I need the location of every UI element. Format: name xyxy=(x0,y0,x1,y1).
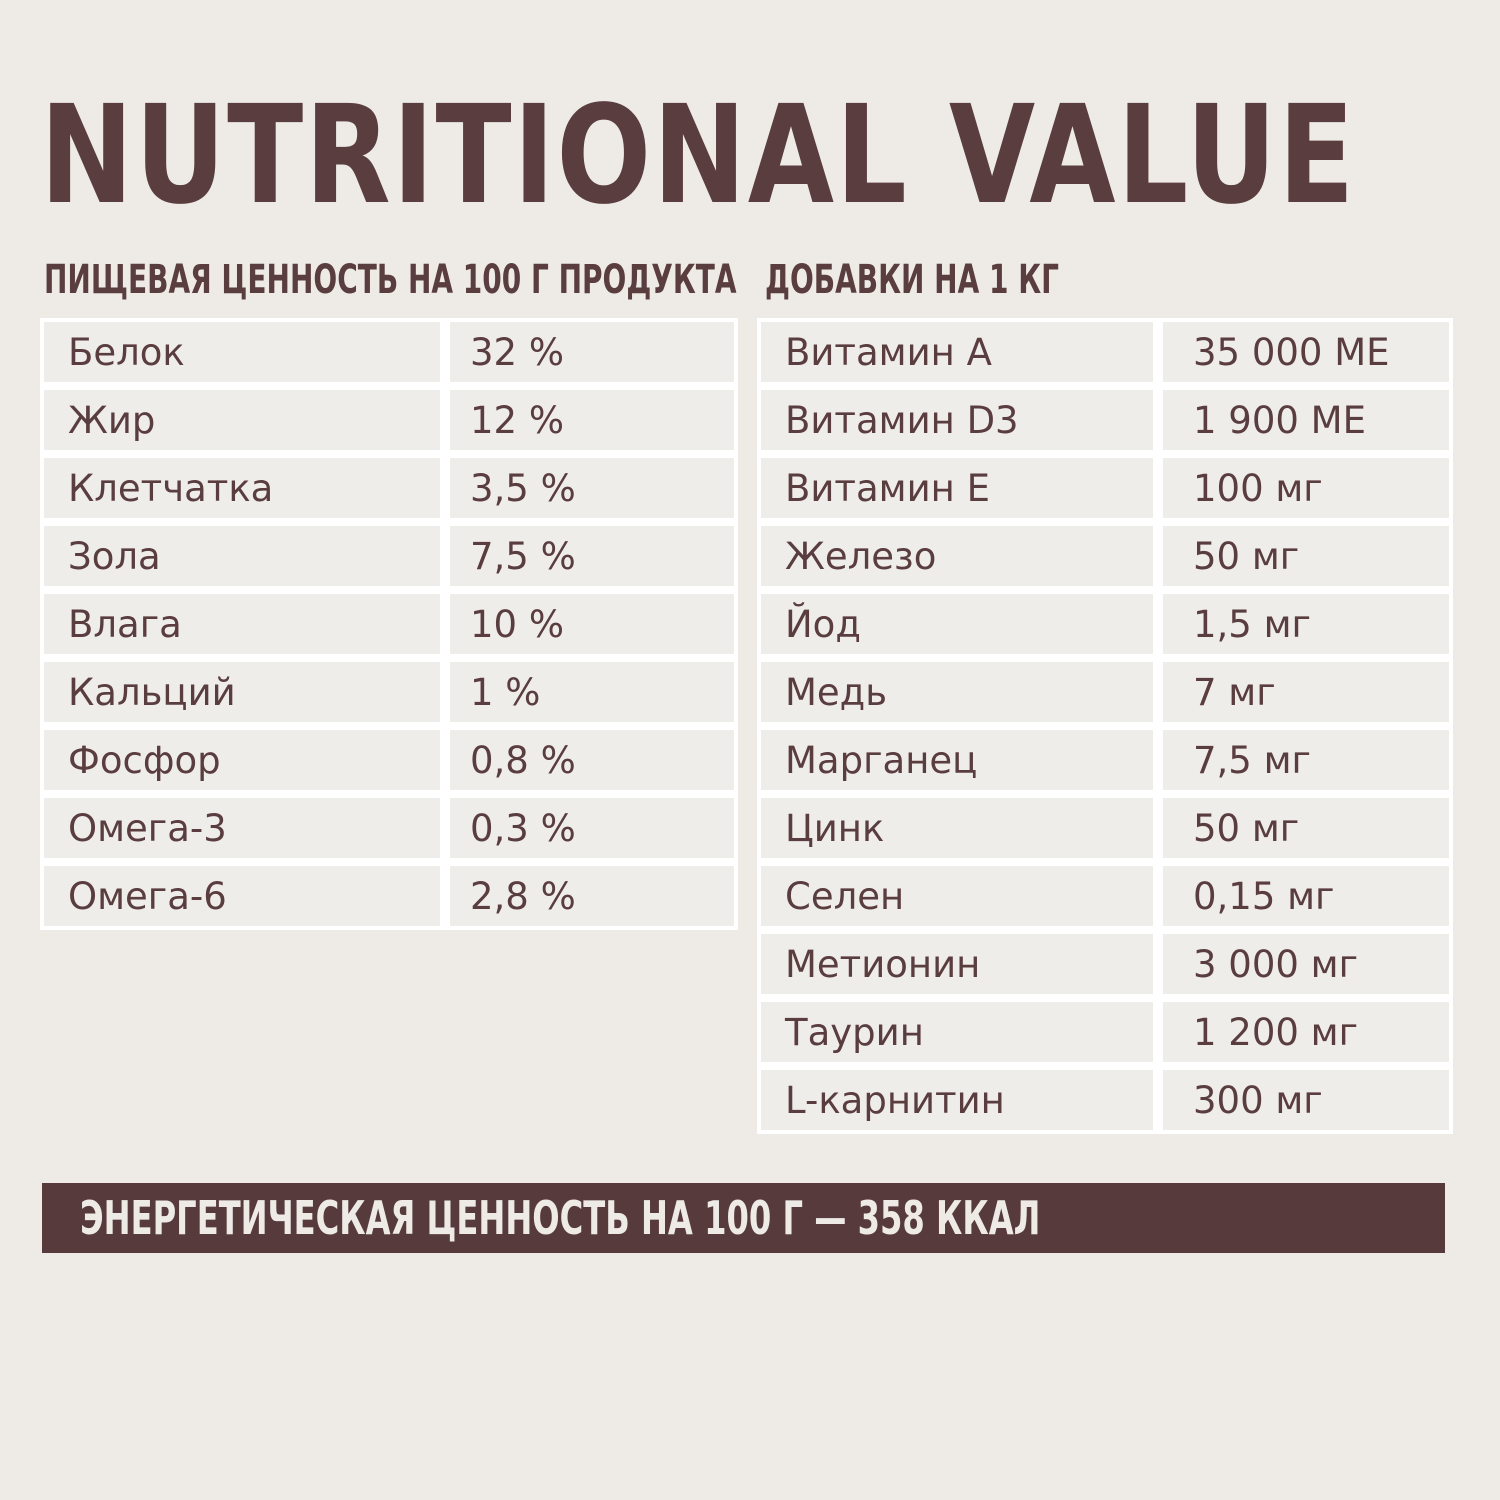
nutrient-value: 32 % xyxy=(450,322,734,382)
table-row: Влага 10 % xyxy=(44,594,734,654)
additive-value: 3 000 мг xyxy=(1163,934,1449,994)
additive-value: 35 000 МЕ xyxy=(1163,322,1449,382)
table-row: Цинк 50 мг xyxy=(761,798,1449,858)
nutrient-name: Белок xyxy=(44,322,440,382)
nutrient-name: Зола xyxy=(44,526,440,586)
additive-value: 7,5 мг xyxy=(1163,730,1449,790)
nutrient-value: 0,3 % xyxy=(450,798,734,858)
additive-value: 100 мг xyxy=(1163,458,1449,518)
nutrient-name: Омега-3 xyxy=(44,798,440,858)
additive-name: Витамин Е xyxy=(761,458,1153,518)
additive-name: Метионин xyxy=(761,934,1153,994)
additives-table: Витамин А 35 000 МЕ Витамин D3 1 900 МЕ … xyxy=(757,318,1453,1134)
additive-value: 0,15 мг xyxy=(1163,866,1449,926)
nutrient-name: Жир xyxy=(44,390,440,450)
nutrient-value: 12 % xyxy=(450,390,734,450)
nutrient-value: 1 % xyxy=(450,662,734,722)
table-row: Медь 7 мг xyxy=(761,662,1449,722)
nutrition-table: Белок 32 % Жир 12 % Клетчатка 3,5 % Зола… xyxy=(40,318,738,930)
table-row: Фосфор 0,8 % xyxy=(44,730,734,790)
nutrient-name: Кальций xyxy=(44,662,440,722)
energy-text: ЭНЕРГЕТИЧЕСКАЯ ЦЕННОСТЬ НА 100 Г — 358 К… xyxy=(80,1191,1041,1245)
table-row: Витамин D3 1 900 МЕ xyxy=(761,390,1449,450)
table-row: Таурин 1 200 мг xyxy=(761,1002,1449,1062)
table-row: Марганец 7,5 мг xyxy=(761,730,1449,790)
table-row: Селен 0,15 мг xyxy=(761,866,1449,926)
table-row: Омега-3 0,3 % xyxy=(44,798,734,858)
nutrient-name: Фосфор xyxy=(44,730,440,790)
additive-value: 7 мг xyxy=(1163,662,1449,722)
nutrient-name: Омега-6 xyxy=(44,866,440,926)
additive-name: Таурин xyxy=(761,1002,1153,1062)
nutrient-name: Влага xyxy=(44,594,440,654)
additives-heading: ДОБАВКИ НА 1 КГ xyxy=(765,257,1059,303)
additive-name: L-карнитин xyxy=(761,1070,1153,1130)
additive-value: 1,5 мг xyxy=(1163,594,1449,654)
table-row: Жир 12 % xyxy=(44,390,734,450)
table-row: Метионин 3 000 мг xyxy=(761,934,1449,994)
additive-name: Марганец xyxy=(761,730,1153,790)
additive-name: Йод xyxy=(761,594,1153,654)
table-row: Железо 50 мг xyxy=(761,526,1449,586)
table-row: Йод 1,5 мг xyxy=(761,594,1449,654)
nutrient-value: 2,8 % xyxy=(450,866,734,926)
table-row: Белок 32 % xyxy=(44,322,734,382)
nutrition-heading: ПИЩЕВАЯ ЦЕННОСТЬ НА 100 Г ПРОДУКТА xyxy=(44,257,737,303)
additive-value: 1 900 МЕ xyxy=(1163,390,1449,450)
additive-value: 50 мг xyxy=(1163,798,1449,858)
additive-name: Селен xyxy=(761,866,1153,926)
additive-name: Медь xyxy=(761,662,1153,722)
nutrient-value: 7,5 % xyxy=(450,526,734,586)
table-row: Клетчатка 3,5 % xyxy=(44,458,734,518)
table-row: Витамин А 35 000 МЕ xyxy=(761,322,1449,382)
energy-banner: ЭНЕРГЕТИЧЕСКАЯ ЦЕННОСТЬ НА 100 Г — 358 К… xyxy=(42,1183,1445,1253)
additive-value: 1 200 мг xyxy=(1163,1002,1449,1062)
additive-name: Витамин А xyxy=(761,322,1153,382)
nutrient-value: 3,5 % xyxy=(450,458,734,518)
additive-name: Витамин D3 xyxy=(761,390,1153,450)
additive-value: 50 мг xyxy=(1163,526,1449,586)
additive-name: Железо xyxy=(761,526,1153,586)
page-title: NUTRITIONAL VALUE xyxy=(40,77,1356,235)
table-row: L-карнитин 300 мг xyxy=(761,1070,1449,1130)
table-row: Зола 7,5 % xyxy=(44,526,734,586)
nutrient-value: 0,8 % xyxy=(450,730,734,790)
table-row: Кальций 1 % xyxy=(44,662,734,722)
table-row: Витамин Е 100 мг xyxy=(761,458,1449,518)
table-row: Омега-6 2,8 % xyxy=(44,866,734,926)
additive-value: 300 мг xyxy=(1163,1070,1449,1130)
nutrient-value: 10 % xyxy=(450,594,734,654)
additive-name: Цинк xyxy=(761,798,1153,858)
nutrient-name: Клетчатка xyxy=(44,458,440,518)
